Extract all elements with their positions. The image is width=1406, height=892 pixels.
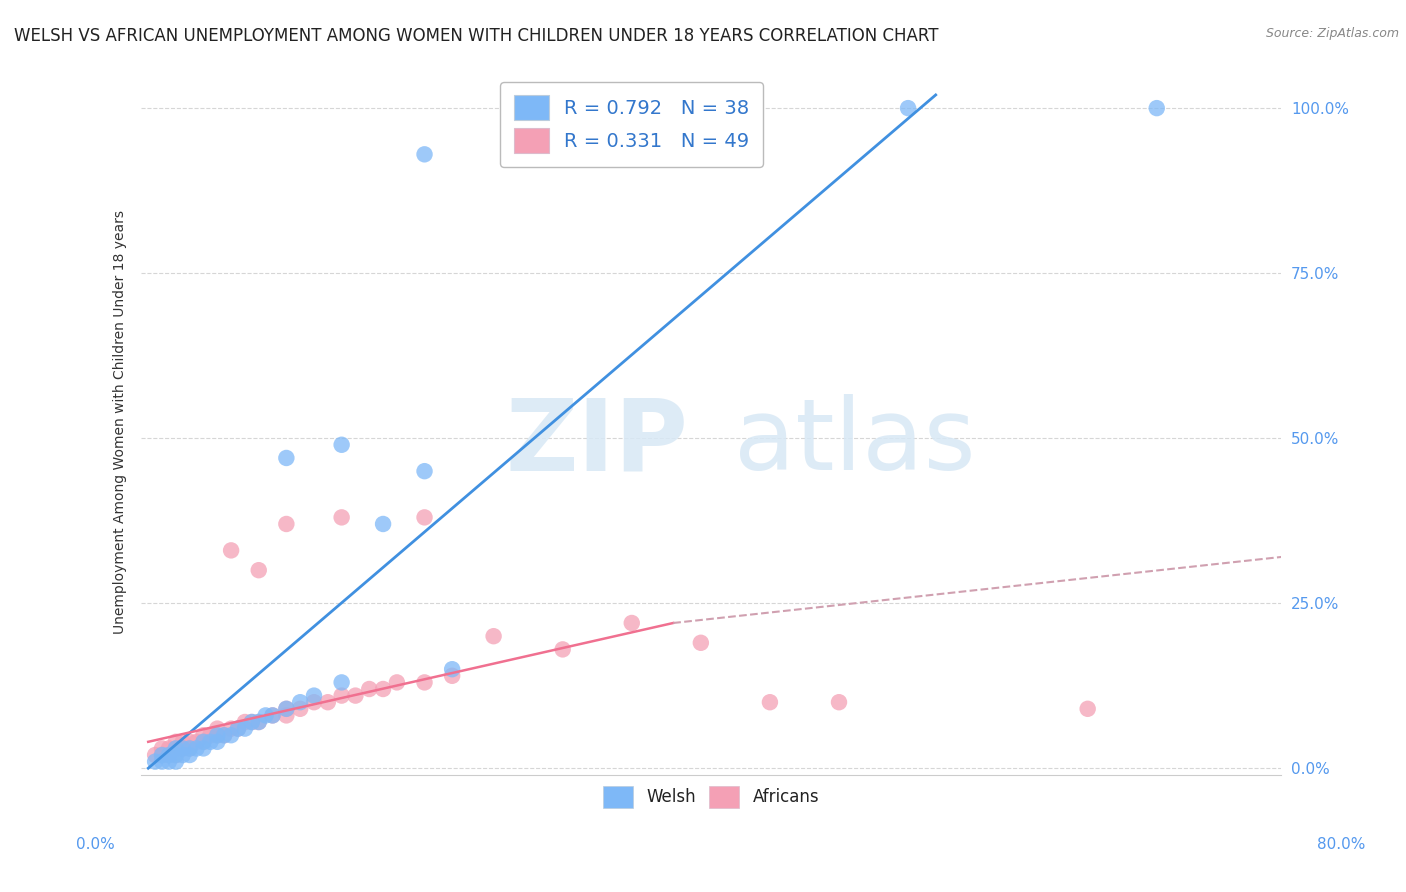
Point (276, 702, 298, 716)
Point (330, 510, 353, 524)
Point (1146, 101, 1168, 115)
Point (207, 728, 229, 742)
Point (302, 689, 325, 703)
Point (385, 675, 408, 690)
Point (186, 735, 208, 749)
Point (290, 695, 312, 709)
Point (828, 695, 851, 709)
Point (226, 722, 249, 736)
Point (193, 741, 215, 756)
Point (172, 741, 194, 756)
Point (179, 741, 201, 756)
Point (240, 714, 263, 729)
Point (219, 543, 242, 558)
Point (150, 741, 173, 756)
Point (359, 681, 381, 696)
Point (413, 510, 436, 524)
Point (207, 735, 229, 749)
Point (143, 747, 166, 762)
Point (186, 741, 208, 756)
Point (165, 747, 187, 762)
Point (150, 747, 173, 762)
Point (143, 755, 166, 769)
Point (179, 735, 201, 749)
Point (200, 728, 222, 742)
Point (165, 741, 187, 756)
Point (157, 747, 180, 762)
Point (150, 747, 173, 762)
Point (276, 516, 298, 531)
Point (344, 689, 367, 703)
Point (759, 695, 782, 709)
Text: WELSH VS AFRICAN UNEMPLOYMENT AMONG WOMEN WITH CHILDREN UNDER 18 YEARS CORRELATI: WELSH VS AFRICAN UNEMPLOYMENT AMONG WOME… (14, 27, 939, 45)
Point (157, 741, 180, 756)
Point (247, 714, 270, 729)
Point (551, 642, 574, 657)
Point (276, 450, 298, 465)
Point (240, 714, 263, 729)
Point (233, 714, 256, 729)
Point (620, 615, 643, 630)
Point (165, 755, 187, 769)
Point (371, 681, 394, 696)
Point (330, 675, 353, 690)
Text: 80.0%: 80.0% (1317, 838, 1365, 852)
Point (165, 741, 187, 756)
Point (247, 714, 270, 729)
Point (179, 741, 201, 756)
Point (413, 675, 436, 690)
Point (276, 702, 298, 716)
Point (441, 662, 464, 676)
Point (219, 728, 242, 742)
Point (247, 563, 270, 577)
Point (330, 689, 353, 703)
Point (262, 708, 284, 723)
Point (165, 747, 187, 762)
Text: Source: ZipAtlas.com: Source: ZipAtlas.com (1265, 27, 1399, 40)
Point (441, 669, 464, 683)
Point (157, 755, 180, 769)
Point (290, 702, 312, 716)
Point (193, 728, 215, 742)
Point (172, 741, 194, 756)
Point (193, 735, 215, 749)
Point (172, 747, 194, 762)
Point (689, 636, 711, 650)
Point (165, 735, 187, 749)
Point (262, 708, 284, 723)
Point (897, 101, 920, 115)
Point (207, 728, 229, 742)
Point (302, 695, 325, 709)
Point (233, 722, 256, 736)
Point (413, 464, 436, 478)
Legend: Welsh, Africans: Welsh, Africans (595, 778, 828, 816)
Point (1077, 702, 1099, 716)
Point (212, 728, 235, 742)
Point (330, 438, 353, 452)
Point (212, 728, 235, 742)
Point (157, 747, 180, 762)
Point (371, 516, 394, 531)
Point (150, 755, 173, 769)
Point (219, 722, 242, 736)
Point (276, 708, 298, 723)
Point (172, 735, 194, 749)
Point (316, 695, 339, 709)
Point (179, 747, 201, 762)
Point (200, 735, 222, 749)
Point (207, 722, 229, 736)
Text: atlas: atlas (734, 394, 976, 491)
Y-axis label: Unemployment Among Women with Children Under 18 years: Unemployment Among Women with Children U… (114, 210, 128, 633)
Point (254, 708, 277, 723)
Point (193, 735, 215, 749)
Text: 0.0%: 0.0% (76, 838, 115, 852)
Text: ZIP: ZIP (506, 394, 689, 491)
Point (482, 629, 505, 643)
Point (413, 147, 436, 161)
Point (226, 722, 249, 736)
